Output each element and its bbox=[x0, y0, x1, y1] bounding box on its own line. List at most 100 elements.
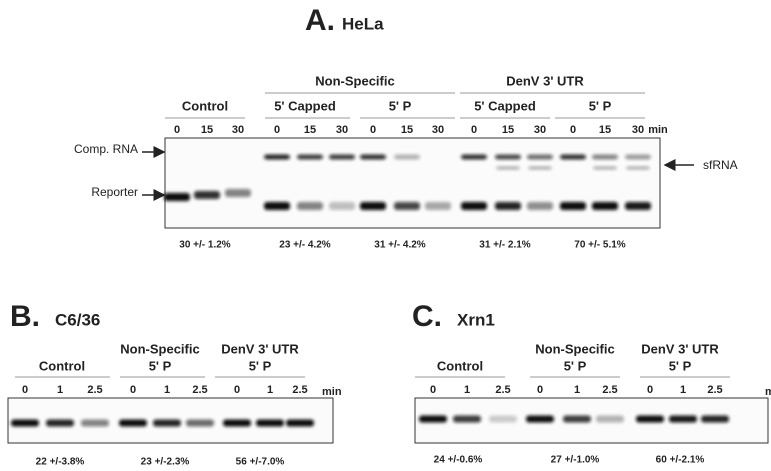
band bbox=[223, 420, 251, 427]
condition-label: 5' P bbox=[149, 358, 172, 373]
unit-label: min bbox=[648, 124, 668, 136]
lane-label: 0 bbox=[274, 124, 280, 136]
lane-label: 30 bbox=[534, 124, 546, 136]
band bbox=[495, 155, 521, 160]
band bbox=[636, 416, 664, 423]
lane-label: 0 bbox=[370, 124, 376, 136]
band bbox=[46, 420, 74, 427]
lane-label: 2.5 bbox=[292, 384, 307, 396]
lane-label: 0 bbox=[537, 384, 543, 396]
condition-label: Non-Specific bbox=[535, 341, 614, 356]
quantification: 27 +/-1.0% bbox=[551, 455, 600, 466]
band bbox=[626, 167, 650, 170]
band bbox=[329, 202, 355, 210]
gel-a bbox=[165, 138, 660, 228]
condition-label: 5' P bbox=[564, 358, 587, 373]
lane-label: 30 bbox=[432, 124, 444, 136]
condition-label: Control bbox=[182, 98, 228, 113]
figure: A.HeLaNon-SpecificDenV 3' UTRControl0153… bbox=[0, 0, 771, 471]
condition-label: 5' Capped bbox=[274, 98, 336, 113]
lane-label: 1 bbox=[574, 384, 580, 396]
group-header: Non-Specific bbox=[315, 73, 394, 88]
band bbox=[11, 420, 39, 427]
quantification: 30 +/- 1.2% bbox=[179, 240, 231, 251]
band bbox=[593, 167, 617, 170]
lane-label: 0 bbox=[22, 384, 28, 396]
panel-name: C6/36 bbox=[55, 310, 100, 329]
lane-label: 15 bbox=[201, 124, 213, 136]
band bbox=[394, 202, 420, 210]
panel-label: C. bbox=[412, 300, 442, 333]
lane-label: 1 bbox=[267, 384, 273, 396]
lane-label: 2.5 bbox=[707, 384, 722, 396]
band bbox=[592, 202, 618, 210]
lane-label: 1 bbox=[464, 384, 470, 396]
band bbox=[625, 155, 651, 160]
band bbox=[560, 202, 586, 210]
band bbox=[360, 155, 386, 160]
band bbox=[527, 202, 553, 210]
quantification: 31 +/- 2.1% bbox=[479, 240, 531, 251]
condition-label: 5' Capped bbox=[474, 98, 536, 113]
band bbox=[225, 189, 251, 197]
row-label: Comp. RNA bbox=[74, 142, 138, 156]
lane-label: 15 bbox=[401, 124, 413, 136]
band bbox=[329, 155, 355, 160]
band bbox=[560, 155, 586, 160]
lane-label: 30 bbox=[336, 124, 348, 136]
lane-label: 0 bbox=[647, 384, 653, 396]
band bbox=[81, 420, 109, 427]
condition-label: 5' P bbox=[669, 358, 692, 373]
band bbox=[153, 420, 181, 427]
unit-label: m bbox=[765, 386, 771, 398]
condition-label: Control bbox=[437, 358, 483, 373]
quantification: 31 +/- 4.2% bbox=[374, 240, 426, 251]
band bbox=[419, 416, 447, 423]
panel-label: A. bbox=[305, 4, 335, 37]
lane-label: 15 bbox=[599, 124, 611, 136]
lane-label: 0 bbox=[130, 384, 136, 396]
band bbox=[596, 416, 624, 423]
quantification: 22 +/-3.8% bbox=[36, 457, 85, 468]
lane-label: 2.5 bbox=[192, 384, 207, 396]
band bbox=[256, 420, 284, 427]
lane-label: 2.5 bbox=[87, 384, 102, 396]
band bbox=[526, 416, 554, 423]
panel-name: Xrn1 bbox=[457, 310, 495, 329]
condition-label: 5' P bbox=[589, 98, 612, 113]
band bbox=[701, 416, 729, 423]
quantification: 56 +/-7.0% bbox=[236, 457, 285, 468]
lane-label: 15 bbox=[502, 124, 514, 136]
band bbox=[592, 155, 618, 160]
condition-label: DenV 3' UTR bbox=[641, 341, 719, 356]
band bbox=[527, 155, 553, 160]
lane-label: 0 bbox=[570, 124, 576, 136]
panel-label: B. bbox=[10, 300, 40, 333]
band bbox=[495, 202, 521, 210]
lane-label: 15 bbox=[304, 124, 316, 136]
band bbox=[496, 167, 520, 170]
band bbox=[461, 202, 487, 210]
condition-label: DenV 3' UTR bbox=[221, 341, 299, 356]
lane-label: 0 bbox=[174, 124, 180, 136]
quantification: 23 +/-2.3% bbox=[141, 457, 190, 468]
quantification: 60 +/-2.1% bbox=[656, 455, 705, 466]
condition-label: Control bbox=[39, 358, 85, 373]
unit-label: min bbox=[322, 386, 342, 398]
band bbox=[489, 416, 517, 423]
band bbox=[119, 420, 147, 427]
band bbox=[360, 202, 386, 210]
band bbox=[453, 416, 481, 423]
panel-name: HeLa bbox=[342, 14, 384, 33]
band bbox=[425, 202, 451, 210]
band bbox=[669, 416, 697, 423]
quantification: 23 +/- 4.2% bbox=[279, 240, 331, 251]
lane-label: 2.5 bbox=[602, 384, 617, 396]
band bbox=[264, 155, 290, 160]
lane-label: 1 bbox=[164, 384, 170, 396]
band bbox=[563, 416, 591, 423]
band bbox=[164, 193, 190, 201]
quantification: 24 +/-0.6% bbox=[434, 455, 483, 466]
lane-label: 1 bbox=[57, 384, 63, 396]
condition-label: 5' P bbox=[249, 358, 272, 373]
